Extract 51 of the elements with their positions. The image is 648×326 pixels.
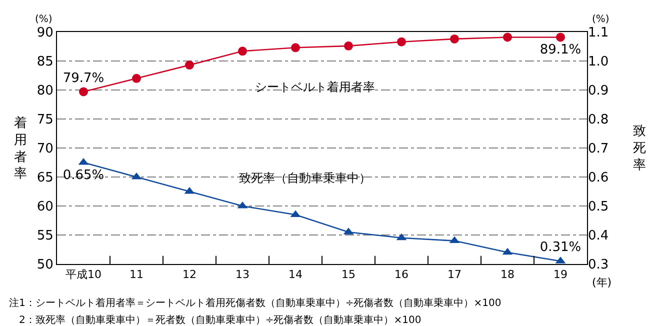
y-tick-label: 65 [36,170,54,186]
y2-axis-title: 致死率 [633,124,646,173]
text: シートベルト着用者率 [255,80,375,94]
text: 2：致死率（自動車乗車中）＝死者数（自動車乗車中）÷死傷者数（自動車乗車中）×100 [9,314,422,326]
point [344,41,353,50]
y2-tick-label: 1.0 [588,54,609,70]
data-label: 89.1% [540,42,582,58]
point [132,74,141,83]
point [79,87,88,96]
y-tick-label: 55 [36,228,54,244]
y-tick-label: 85 [36,54,54,70]
y-tick-label: 60 [36,200,54,215]
point [238,46,247,56]
x-tick-label: 19 [554,268,568,282]
x-tick-label: 16 [394,268,408,282]
y-tick-label: 70 [36,142,54,157]
point [291,43,300,52]
x-tick-label: 13 [236,268,250,282]
text: 注1：シートベルト着用者率＝シートベルト着用死傷者数（自動車乗車中）÷死傷者数（自動車乗車中）×100 [9,297,502,309]
x-axis-title: (年) [592,276,612,289]
x-tick-label: 11 [130,268,144,282]
x-tick-label: 12 [182,268,196,282]
y-tick-label: 50 [36,258,54,273]
point [397,37,406,46]
x-tick-label: 18 [500,268,514,282]
y-tick-label: 75 [36,112,54,128]
data-label: 79.7% [62,70,104,86]
data-label: 0.65% [62,168,104,183]
text: (%) [35,14,52,25]
point [503,32,512,42]
y2-tick-label: 0.6 [588,170,609,186]
y-tick-label: 80 [36,84,54,99]
x-tick-label: 17 [448,268,462,282]
y2-tick-label: 0.4 [588,228,609,244]
y2-tick-label: 1.1 [588,26,609,41]
y2-tick-label: 0.9 [588,84,609,99]
y2-tick-label: 0.3 [588,258,609,273]
data-label: 0.31% [540,240,582,256]
x-tick-label: 平成10 [66,268,102,282]
series-label: 致死率（自動車乗車中） [239,171,371,185]
y2-tick-label: 0.7 [588,142,609,157]
point [450,34,459,44]
point [185,60,194,70]
x-tick-label: 15 [342,268,356,282]
x-tick-label: 14 [288,268,302,282]
text: (%) [592,14,610,25]
y2-tick-label: 0.8 [588,112,609,128]
point [556,32,565,42]
y2-tick-label: 0.5 [588,200,609,215]
y-tick-label: 90 [36,26,54,41]
y-axis-title: 着用者率 [14,115,27,182]
